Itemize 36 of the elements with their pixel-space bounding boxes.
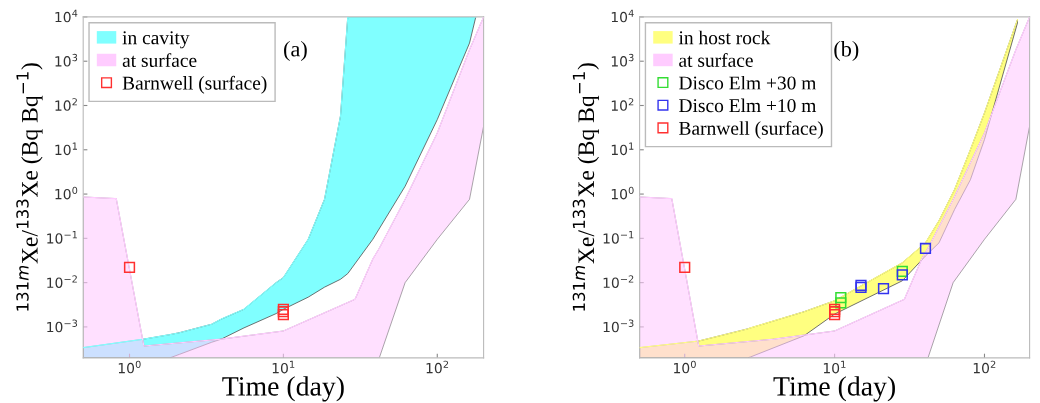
y-tick-label: 10$^{−2}$	[47, 275, 77, 288]
legend-label: at surface	[679, 53, 753, 67]
y-tick-label: 10$^{3}$	[611, 53, 634, 67]
legend-label: at surface	[122, 53, 197, 68]
y-tick-label: 10$^{0}$	[55, 186, 78, 200]
y-tick-label: 10$^{4}$	[611, 9, 634, 23]
y-tick-label: 10$^{2}$	[55, 98, 77, 111]
legend-label: in host rock	[678, 30, 771, 45]
legend-label: Disco Elm +30 m	[679, 75, 817, 90]
y-axis-title: $^{131m}$Xe/$^{133}$Xe (Bq Bq$^{−1}$)	[16, 63, 43, 311]
x-axis-title: Time (day)	[222, 376, 344, 402]
x-tick-label: 10$^{0}$	[118, 360, 141, 374]
x-tick-label: 10$^{1}$	[823, 360, 846, 374]
y-tick-label: 10$^{0}$	[611, 186, 634, 200]
x-tick-label: 10$^{0}$	[674, 360, 696, 374]
y-tick-label: 10$^{3}$	[55, 53, 78, 67]
y-tick-label: 10$^{−1}$	[47, 231, 77, 244]
annotation: (b)	[834, 40, 859, 62]
y-tick-label: 10$^{−1}$	[603, 231, 634, 244]
legend-label: in cavity	[122, 31, 190, 49]
legend-label: Barnwell (surface)	[679, 120, 823, 139]
y-tick-label: 10$^{−2}$	[603, 275, 634, 288]
y-tick-label: 10$^{−3}$	[47, 319, 78, 333]
y-axis-title: $^{131m}$Xe/$^{133}$Xe (Bq Bq$^{−1}$)	[572, 63, 599, 311]
y-tick-label: 10$^{1}$	[611, 142, 634, 156]
annotation: (a)	[284, 40, 307, 62]
legend-label: Barnwell (surface)	[122, 75, 267, 94]
x-axis-title: Time (day)	[773, 376, 895, 402]
x-tick-label: 10$^{2}$	[973, 360, 996, 374]
x-tick-label: 10$^{2}$	[426, 360, 449, 374]
y-tick-label: 10$^{4}$	[55, 9, 78, 23]
y-tick-label: 10$^{2}$	[611, 98, 634, 111]
x-tick-label: 10$^{1}$	[272, 360, 295, 374]
y-tick-label: 10$^{1}$	[55, 142, 77, 156]
y-tick-label: 10$^{−3}$	[603, 319, 634, 333]
legend-label: Disco Elm +10 m	[679, 98, 817, 113]
